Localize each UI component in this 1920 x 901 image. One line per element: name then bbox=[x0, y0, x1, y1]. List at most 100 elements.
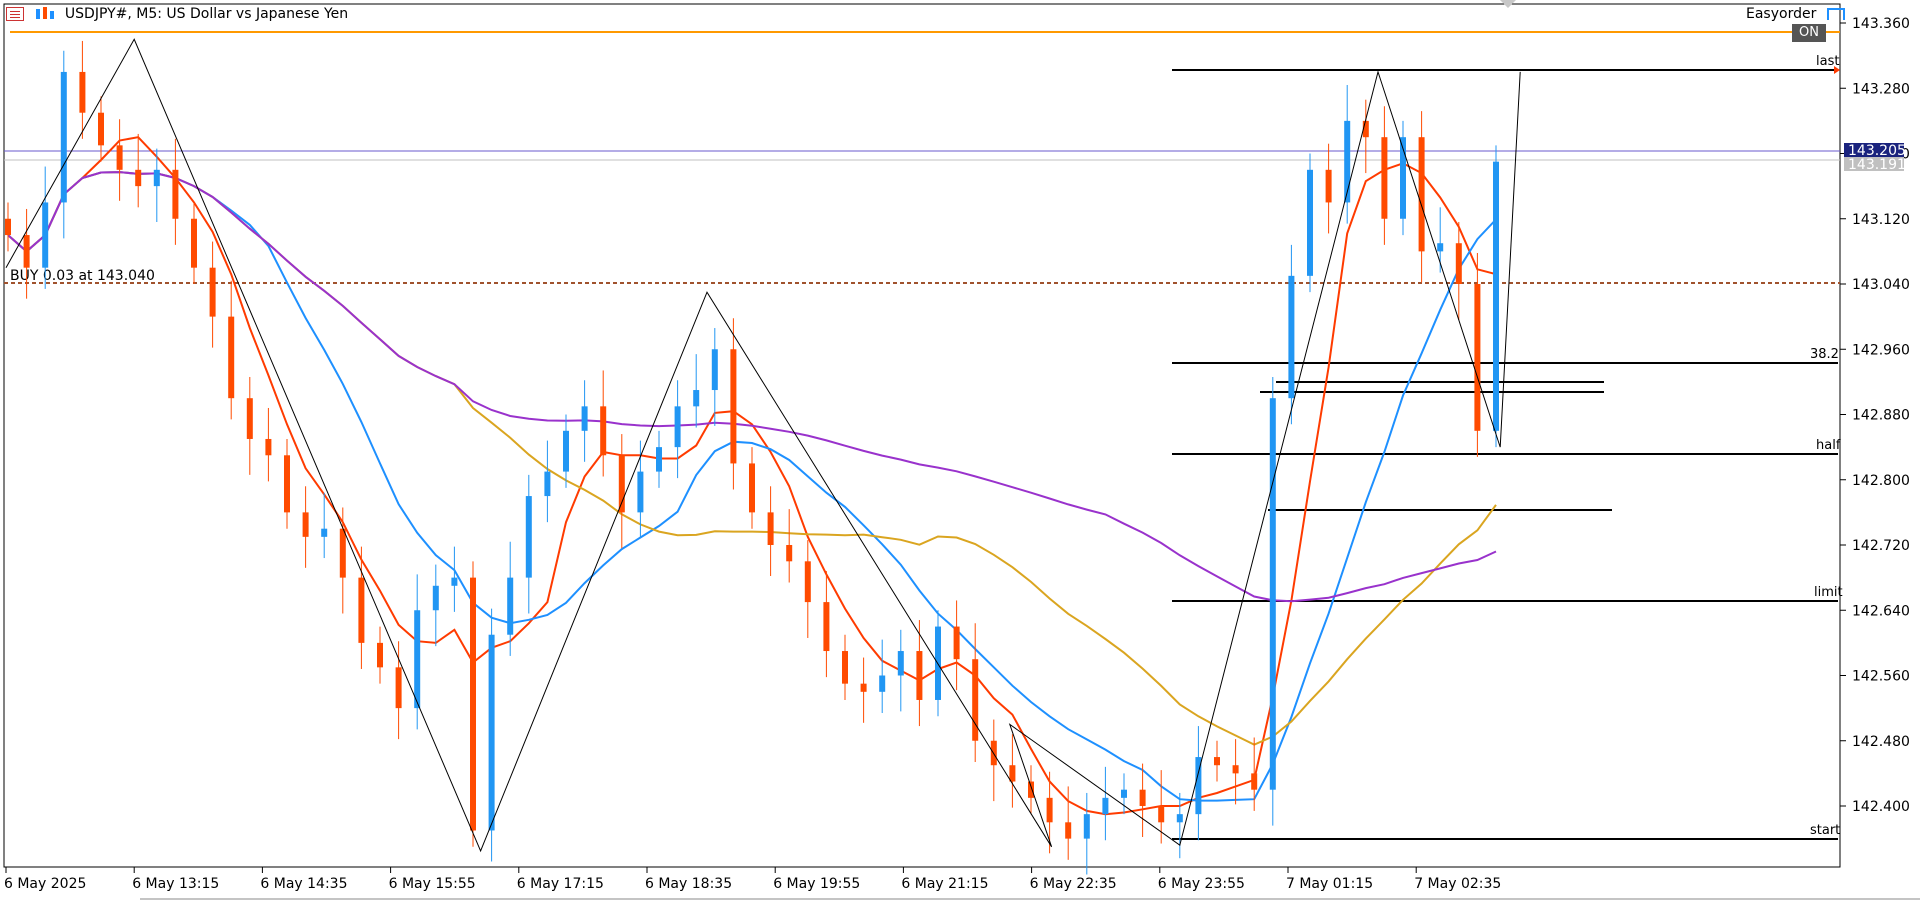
candle-body bbox=[953, 626, 960, 660]
candle-body bbox=[1381, 137, 1388, 219]
candle-body bbox=[693, 390, 700, 407]
candle-body bbox=[284, 455, 290, 513]
candle-body bbox=[879, 675, 886, 692]
ask-price-tag bbox=[1844, 143, 1904, 157]
x-tick-label: 6 May 21:15 bbox=[901, 876, 988, 892]
candle-body bbox=[563, 430, 569, 472]
candle-body bbox=[804, 561, 811, 603]
candle-body bbox=[1437, 243, 1444, 252]
candle-body bbox=[749, 463, 755, 513]
x-tick-label: 6 May 2025 bbox=[4, 876, 86, 892]
y-tick-label: 143.120 bbox=[1852, 212, 1910, 228]
candle-body bbox=[786, 545, 793, 562]
fib-label-limit: limit bbox=[1814, 585, 1843, 600]
candle-body bbox=[5, 218, 11, 236]
candle-body bbox=[60, 71, 67, 203]
candle-body bbox=[1176, 814, 1183, 823]
y-tick-label: 143.360 bbox=[1852, 16, 1910, 32]
candle-body bbox=[209, 267, 216, 317]
plot-frame bbox=[3, 3, 1841, 868]
y-tick-label: 142.960 bbox=[1852, 342, 1910, 358]
candles-icon[interactable] bbox=[34, 6, 56, 22]
fib-label-last: last bbox=[1816, 54, 1839, 69]
candle-body bbox=[618, 455, 625, 513]
candle-body bbox=[842, 651, 848, 684]
chart-header: USDJPY#, M5: US Dollar vs Japanese Yen bbox=[6, 6, 348, 22]
y-tick-label: 143.040 bbox=[1852, 277, 1910, 293]
x-tick-label: 6 May 19:55 bbox=[773, 876, 860, 892]
x-axis: 6 May 2025 6 May 13:15 6 May 14:35 6 May 15… bbox=[4, 867, 1501, 892]
y-tick-label: 142.400 bbox=[1852, 799, 1910, 815]
candle-body bbox=[116, 145, 123, 170]
buy-order-label[interactable]: BUY 0.03 at 143.040 bbox=[10, 268, 155, 284]
ma-long-line bbox=[7, 171, 1497, 603]
candle-body bbox=[470, 577, 476, 831]
candle-body bbox=[1158, 806, 1165, 823]
candle-body bbox=[1418, 137, 1425, 252]
ma-fast-line bbox=[7, 136, 1497, 816]
candle-body bbox=[600, 406, 607, 456]
candle-body bbox=[581, 406, 588, 431]
candle-body bbox=[1307, 169, 1313, 276]
symbol-title: USDJPY#, M5: US Dollar vs Japanese Yen bbox=[64, 6, 349, 22]
candle-body bbox=[265, 438, 272, 456]
candle-body bbox=[823, 602, 830, 652]
candle-body bbox=[916, 651, 923, 700]
candle-body bbox=[153, 169, 160, 187]
y-axis: 143.360143.280143.200143.120143.040142.9… bbox=[1840, 16, 1910, 815]
candle-body bbox=[302, 512, 309, 537]
candle-body bbox=[1269, 398, 1276, 790]
chart-shift-marker[interactable] bbox=[1500, 0, 1516, 8]
y-tick-label: 142.480 bbox=[1852, 734, 1910, 750]
easyorder-icon[interactable] bbox=[1826, 8, 1845, 20]
candle-body bbox=[1251, 773, 1258, 790]
candle-body bbox=[1400, 137, 1406, 219]
chart-menu-icon[interactable] bbox=[6, 7, 24, 21]
fib-label-half: half bbox=[1816, 438, 1841, 453]
candle-body bbox=[432, 585, 439, 611]
candle-body bbox=[1288, 275, 1295, 399]
candle-body bbox=[191, 218, 197, 268]
candle-body bbox=[172, 169, 179, 219]
bid-price-tag bbox=[1844, 157, 1904, 171]
candle-body bbox=[1455, 243, 1462, 284]
candle-body bbox=[228, 316, 235, 399]
candle-body bbox=[1362, 120, 1369, 138]
candle-body bbox=[1325, 169, 1332, 203]
candle-body bbox=[637, 471, 644, 513]
candle-body bbox=[544, 471, 551, 497]
candle-body bbox=[358, 577, 365, 643]
moving-averages bbox=[7, 136, 1497, 816]
candle-body bbox=[972, 659, 979, 741]
easyorder-on-badge[interactable]: ON bbox=[1792, 24, 1826, 42]
candle-body bbox=[451, 577, 458, 586]
candle-body bbox=[674, 406, 681, 448]
y-tick-label: 142.560 bbox=[1852, 669, 1910, 685]
x-tick-label: 7 May 01:15 bbox=[1286, 876, 1373, 892]
candle-body bbox=[525, 496, 532, 578]
easyorder-label[interactable]: Easyorder bbox=[1746, 6, 1817, 22]
ask-price-tag-text: 143.205 bbox=[1848, 143, 1906, 159]
easyorder-panel[interactable]: Easyorder bbox=[1746, 6, 1845, 22]
candle-body bbox=[897, 651, 904, 676]
y-tick-label: 142.800 bbox=[1852, 473, 1910, 489]
candle-body bbox=[79, 71, 86, 113]
candle-body bbox=[321, 528, 328, 537]
candle-body bbox=[1139, 789, 1146, 806]
y-tick-label: 142.880 bbox=[1852, 408, 1910, 424]
candle-body bbox=[1046, 797, 1053, 823]
candle-body bbox=[1214, 757, 1220, 766]
candle-body bbox=[488, 634, 495, 831]
candle-body bbox=[377, 642, 383, 668]
candle-body bbox=[339, 528, 346, 578]
candle-body bbox=[767, 512, 774, 545]
candle-body bbox=[135, 169, 142, 187]
zigzag-line bbox=[5, 38, 1521, 853]
x-tick-label: 6 May 18:35 bbox=[645, 876, 732, 892]
candle-body bbox=[1028, 781, 1034, 798]
candle-body bbox=[1102, 797, 1109, 815]
candle-body bbox=[23, 235, 30, 268]
candle-body bbox=[395, 667, 402, 709]
candle-body bbox=[860, 683, 867, 692]
